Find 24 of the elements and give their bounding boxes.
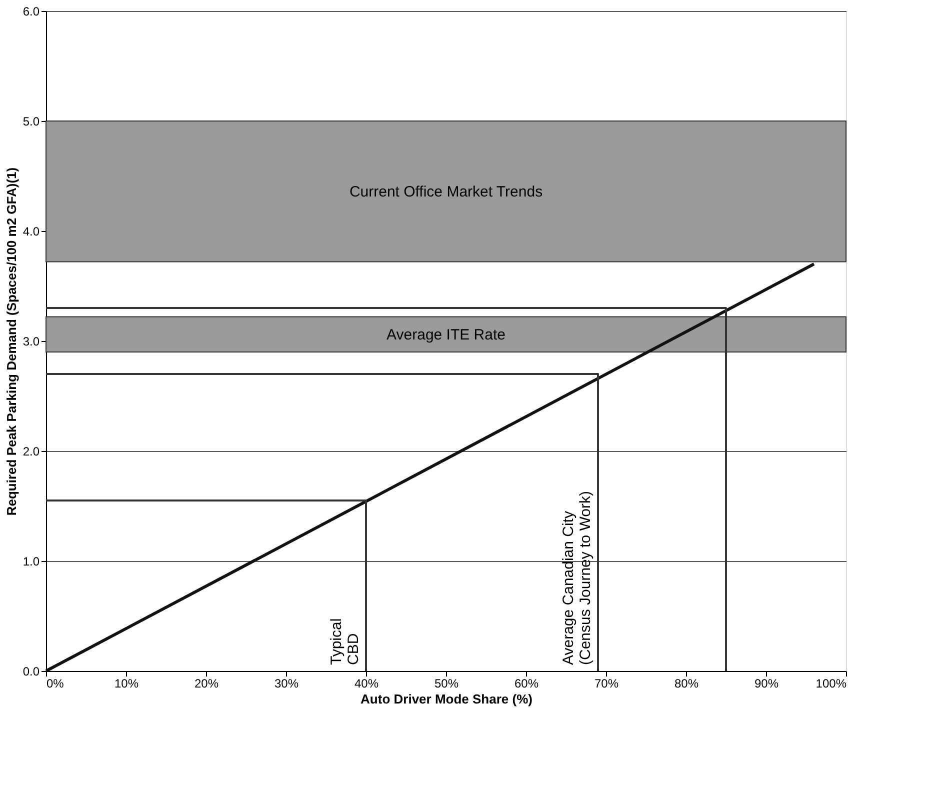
y-tick-label: 1.0 (22, 554, 40, 568)
y-axis-title: Required Peak Parking Demand (Spaces/100 m2 GFA)(1) (4, 167, 19, 516)
x-axis-title: Auto Driver Mode Share (%) (360, 692, 532, 706)
x-tick-label: 50% (434, 676, 459, 690)
x-tick-label: 90% (754, 676, 779, 690)
x-tick-label: 10% (114, 676, 139, 690)
band-label: Current Office Market Trends (349, 183, 543, 200)
y-tick-label: 4.0 (22, 224, 40, 238)
y-tick-label: 2.0 (22, 444, 40, 458)
x-tick-label: 40% (354, 676, 379, 690)
annotation: Average Canadian City (Census Journey to Work) (560, 491, 594, 665)
band-label: Average ITE Rate (386, 326, 506, 344)
x-tick-label: 60% (514, 676, 539, 690)
annotation: Typical CBD (328, 618, 362, 665)
y-tick-label: 0.0 (22, 664, 40, 678)
x-tick-label: 80% (674, 676, 699, 690)
y-tick-label: 6.0 (22, 4, 40, 18)
x-tick-label: 100% (816, 676, 847, 690)
y-tick-label: 5.0 (22, 114, 40, 128)
x-tick-label: 30% (274, 676, 299, 690)
x-tick-label: 0% (46, 676, 64, 690)
x-tick-label: 70% (594, 676, 619, 690)
x-tick-label: 20% (194, 676, 219, 690)
y-tick-label: 3.0 (22, 334, 40, 348)
